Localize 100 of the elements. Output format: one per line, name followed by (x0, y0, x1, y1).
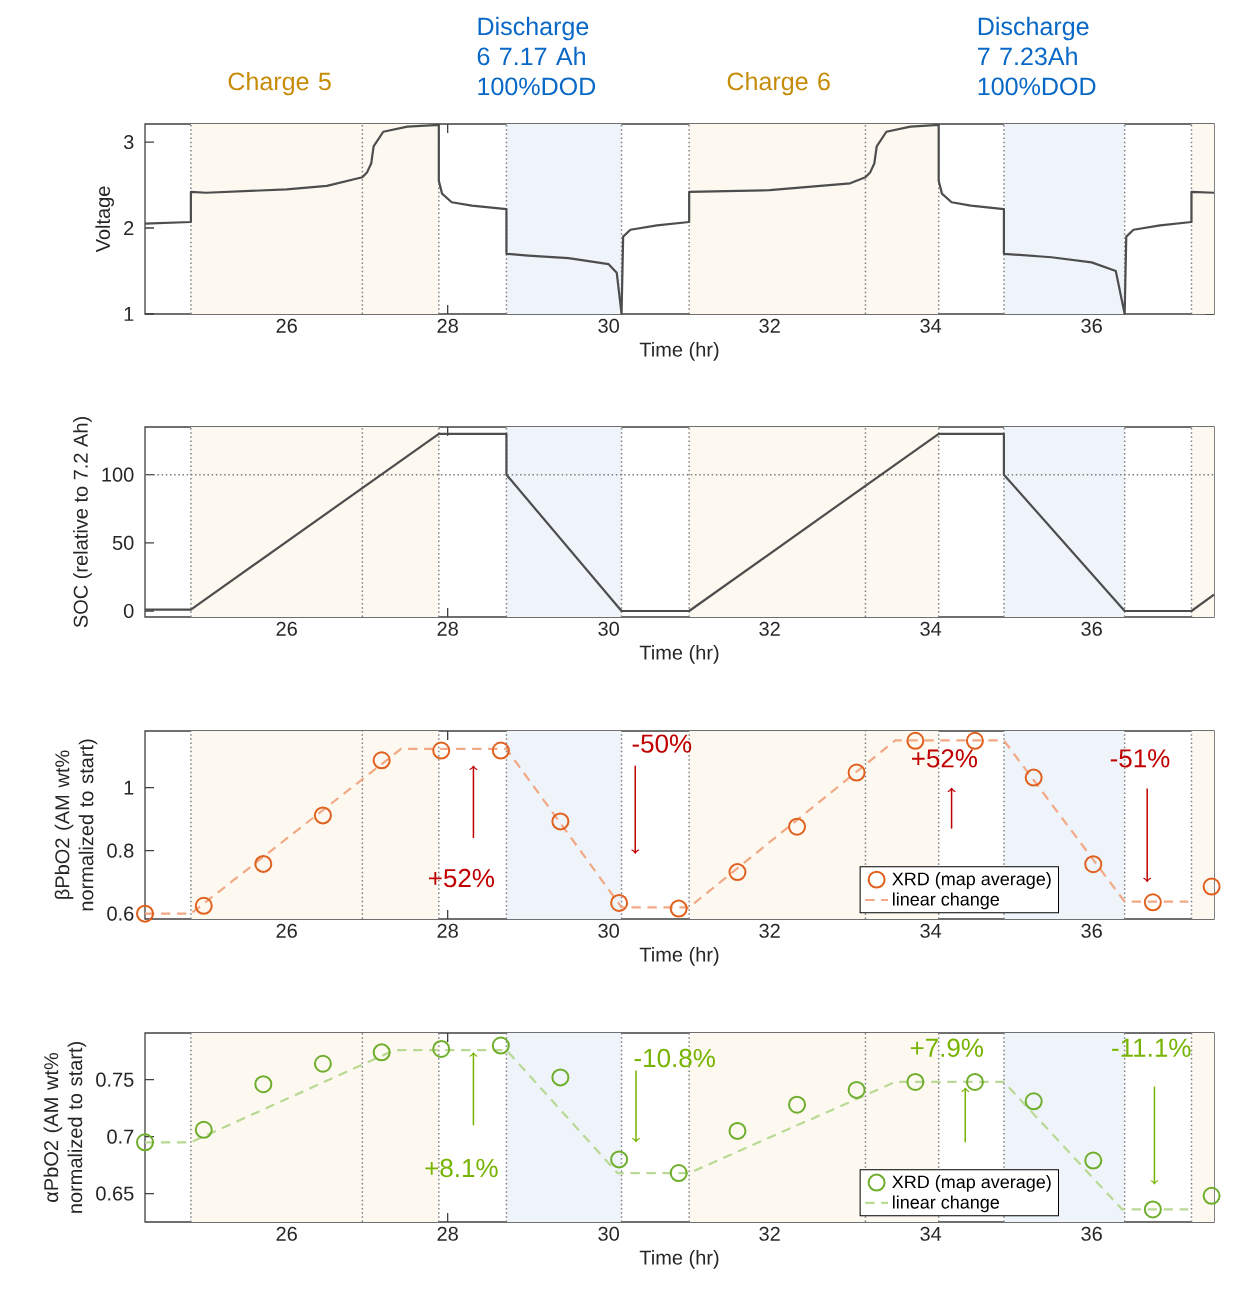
point (728, 1121, 747, 1140)
point (136, 904, 154, 923)
point (610, 1150, 629, 1169)
point (728, 863, 747, 882)
x-axis-title: Time (hr) (639, 342, 719, 361)
point (847, 1080, 866, 1099)
point (372, 1043, 391, 1062)
x-tick-label: 36 (1081, 1226, 1102, 1241)
y-tick-label: 0 (123, 603, 134, 619)
y-axis-title: βPbO2 (AM wt% normalized to start) (54, 739, 98, 911)
point (1202, 877, 1221, 896)
point (669, 1164, 688, 1183)
x-tick-label: 34 (920, 621, 942, 636)
y-tick-label: 1 (124, 780, 134, 795)
annotation: +7.9% (910, 1038, 984, 1057)
point (788, 817, 807, 836)
annotation: -11.1% (1112, 1038, 1191, 1057)
point (1143, 893, 1162, 912)
x-tick-label: 34 (920, 1226, 942, 1241)
x-tick-label: 36 (1081, 621, 1102, 636)
point (1202, 1186, 1221, 1205)
band-label: Discharge 7 7.23Ah 100%DOD (978, 16, 1096, 96)
y-tick-label: 1 (124, 307, 134, 321)
point (965, 1072, 984, 1091)
point (669, 899, 688, 918)
annotation: +8.1% (425, 1158, 498, 1178)
x-tick-label: 26 (276, 923, 297, 938)
point (906, 1072, 925, 1091)
point (610, 893, 629, 912)
point (254, 1075, 273, 1094)
point (313, 806, 332, 825)
x-tick-label: 34 (920, 923, 942, 938)
x-tick-label: 28 (437, 318, 458, 333)
point (194, 1120, 213, 1139)
line-series (143, 123, 1216, 316)
x-axis-title: Time (hr) (639, 645, 719, 664)
band-label: Charge 5 (228, 71, 331, 96)
x-tick-label: 32 (759, 621, 780, 636)
point (1024, 768, 1043, 787)
point (491, 741, 510, 760)
x-tick-label: 28 (437, 923, 458, 938)
x-tick-label: 36 (1081, 923, 1102, 938)
point (432, 741, 451, 760)
x-tick-label: 28 (437, 621, 458, 636)
legend-label: linear change (892, 892, 1000, 910)
band-label: Discharge 6 7.17 Ah 100%DOD (477, 16, 596, 96)
point (372, 751, 391, 770)
y-tick-label: 0.7 (107, 1129, 134, 1144)
x-tick-label: 30 (598, 621, 619, 636)
legend-label: linear change (892, 1195, 1000, 1213)
annotation: -10.8% (634, 1048, 715, 1068)
point (1084, 855, 1103, 874)
point (313, 1054, 332, 1073)
x-tick-label: 30 (598, 923, 619, 938)
x-axis-title: Time (hr) (639, 1250, 719, 1269)
y-tick-label: 100 (102, 467, 134, 482)
x-tick-label: 30 (598, 1226, 619, 1241)
legend-label: XRD (map average) (892, 1175, 1051, 1192)
y-tick-label: 0.8 (107, 843, 134, 858)
x-tick-label: 26 (276, 621, 297, 636)
annotation: -51% (1110, 749, 1170, 768)
point (136, 1133, 154, 1152)
x-tick-label: 32 (759, 923, 780, 938)
y-tick-label: 3 (123, 134, 134, 150)
band-label: Charge 6 (727, 71, 830, 96)
y-axis-title: Voltage (95, 186, 114, 253)
annotation: +52% (912, 749, 978, 768)
y-tick-label: 0.6 (107, 906, 134, 921)
point (194, 896, 213, 915)
point (254, 854, 273, 873)
point (788, 1095, 807, 1114)
point (551, 1068, 570, 1087)
legend-label: XRD (map average) (892, 872, 1051, 889)
x-tick-label: 34 (920, 318, 942, 333)
point (1143, 1200, 1162, 1219)
x-tick-label: 32 (759, 1226, 780, 1241)
x-tick-label: 26 (276, 318, 297, 333)
annotation: -50% (632, 734, 692, 753)
point (491, 1036, 510, 1055)
annotation: +52% (429, 868, 495, 888)
point (906, 731, 925, 750)
point (432, 1039, 451, 1058)
y-tick-label: 0.75 (96, 1072, 134, 1087)
x-tick-label: 30 (598, 318, 619, 333)
y-tick-label: 50 (112, 535, 134, 550)
y-tick-label: 0.65 (96, 1186, 134, 1201)
x-tick-label: 32 (759, 318, 780, 333)
y-axis-title: SOC (relative to 7.2 Ah) (73, 417, 92, 628)
point (965, 731, 984, 750)
point (1084, 1151, 1103, 1170)
y-tick-label: 2 (124, 221, 134, 235)
point (1024, 1092, 1043, 1111)
line-series (143, 432, 1216, 613)
x-tick-label: 28 (437, 1226, 458, 1241)
x-axis-title: Time (hr) (639, 947, 719, 966)
point (847, 763, 866, 782)
y-axis-title: αPbO2 (AM wt% normalized to start) (43, 1042, 87, 1213)
x-tick-label: 26 (276, 1226, 297, 1241)
x-tick-label: 36 (1081, 318, 1102, 333)
point (551, 812, 570, 831)
